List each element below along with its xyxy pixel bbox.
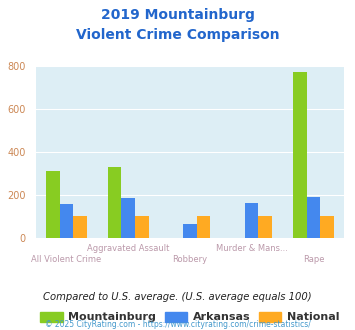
- Bar: [108, 167, 121, 238]
- Text: Rape: Rape: [303, 255, 324, 264]
- Text: Violent Crime Comparison: Violent Crime Comparison: [76, 28, 279, 42]
- Bar: [293, 73, 307, 238]
- Text: © 2025 CityRating.com - https://www.cityrating.com/crime-statistics/: © 2025 CityRating.com - https://www.city…: [45, 320, 310, 329]
- Bar: [307, 197, 320, 238]
- Text: Robbery: Robbery: [173, 255, 207, 264]
- Text: All Violent Crime: All Violent Crime: [31, 255, 102, 264]
- Bar: [121, 198, 135, 238]
- Bar: [183, 224, 197, 238]
- Bar: [197, 216, 210, 238]
- Bar: [46, 171, 60, 238]
- Text: Murder & Mans...: Murder & Mans...: [216, 245, 288, 253]
- Text: 2019 Mountainburg: 2019 Mountainburg: [100, 8, 255, 22]
- Bar: [135, 216, 148, 238]
- Bar: [258, 216, 272, 238]
- Text: Compared to U.S. average. (U.S. average equals 100): Compared to U.S. average. (U.S. average …: [43, 292, 312, 302]
- Bar: [245, 203, 258, 238]
- Bar: [60, 204, 73, 238]
- Bar: [320, 216, 334, 238]
- Bar: [73, 216, 87, 238]
- Legend: Mountainburg, Arkansas, National: Mountainburg, Arkansas, National: [37, 308, 343, 326]
- Text: Aggravated Assault: Aggravated Assault: [87, 245, 169, 253]
